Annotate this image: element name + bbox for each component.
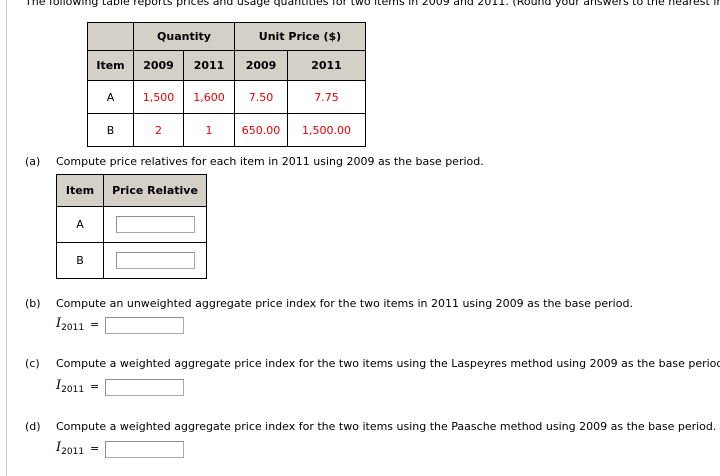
index-symbol: I2011 [56,378,85,396]
part-d-answer-row: I2011 = [56,440,185,462]
item-b-label: B [87,113,134,147]
price-relative-header: Price Relative [103,174,207,207]
part-c-answer-row: I2011 = [56,378,185,400]
part-d-answer-input[interactable] [105,441,185,458]
item-a-quantity-2009: 1,500 [133,80,184,114]
index-symbol: I2011 [56,440,85,458]
item-a-price-relative-input[interactable] [115,216,195,233]
price-2011-header: 2011 [287,50,366,81]
item-b-quantity-2011: 1 [183,113,235,147]
part-d-label: (d) [25,420,41,433]
quantity-2011-header: 2011 [183,50,235,81]
quantity-2009-header: 2009 [133,50,184,81]
table-row: A 1,500 1,600 7.50 7.75 [87,80,366,114]
equals-sign: = [90,442,100,455]
part-d-question: (d) Compute a weighted aggregate price in… [25,420,716,434]
part-b-label: (b) [25,297,41,310]
item-a-price-2011: 7.75 [287,80,366,114]
part-b-answer-input[interactable] [105,317,185,334]
part-b-question: (b) Compute an unweighted aggregate price… [25,297,633,311]
price-relative-item-b: B [56,242,104,279]
item-column-header: Item [87,50,134,81]
part-a-question-text: Compute price relatives for each item in… [56,155,484,168]
price-relative-table: Item Price Relative A B [56,174,207,279]
table-row: B [56,242,207,279]
question-left-border [6,0,7,476]
table-row: B 2 1 650.00 1,500.00 [87,113,366,147]
table-corner-cell [87,22,134,51]
part-d-question-text: Compute a weighted aggregate price index… [56,420,717,433]
item-a-label: A [87,80,134,114]
part-c-question-text: Compute a weighted aggregate price index… [56,357,720,370]
equals-sign: = [90,380,100,393]
item-a-price-2009: 7.50 [234,80,288,114]
item-b-quantity-2009: 2 [133,113,184,147]
part-a-label: (a) [25,155,41,168]
part-c-answer-input[interactable] [105,379,185,396]
price-relative-item-header: Item [56,174,104,207]
item-a-quantity-2011: 1,600 [183,80,235,114]
index-symbol: I2011 [56,316,85,334]
price-relative-item-a: A [56,206,104,243]
unit-price-group-header: Unit Price ($) [234,22,366,51]
part-a-question: (a) Compute price relatives for each item… [25,155,484,169]
item-b-price-2011: 1,500.00 [287,113,366,147]
quantity-group-header: Quantity [133,22,235,51]
item-b-price-relative-input[interactable] [115,252,195,269]
part-b-answer-row: I2011 = [56,316,185,338]
part-c-label: (c) [25,357,40,370]
question-intro-text: The following table reports prices and u… [25,0,720,8]
price-2009-header: 2009 [234,50,288,81]
price-quantity-table: Quantity Unit Price ($) Item 2009 2011 2… [87,22,366,147]
part-c-question: (c) Compute a weighted aggregate price in… [25,357,720,371]
item-b-price-2009: 650.00 [234,113,288,147]
equals-sign: = [90,318,100,331]
table-row: A [56,206,207,243]
part-b-question-text: Compute an unweighted aggregate price in… [56,297,633,310]
